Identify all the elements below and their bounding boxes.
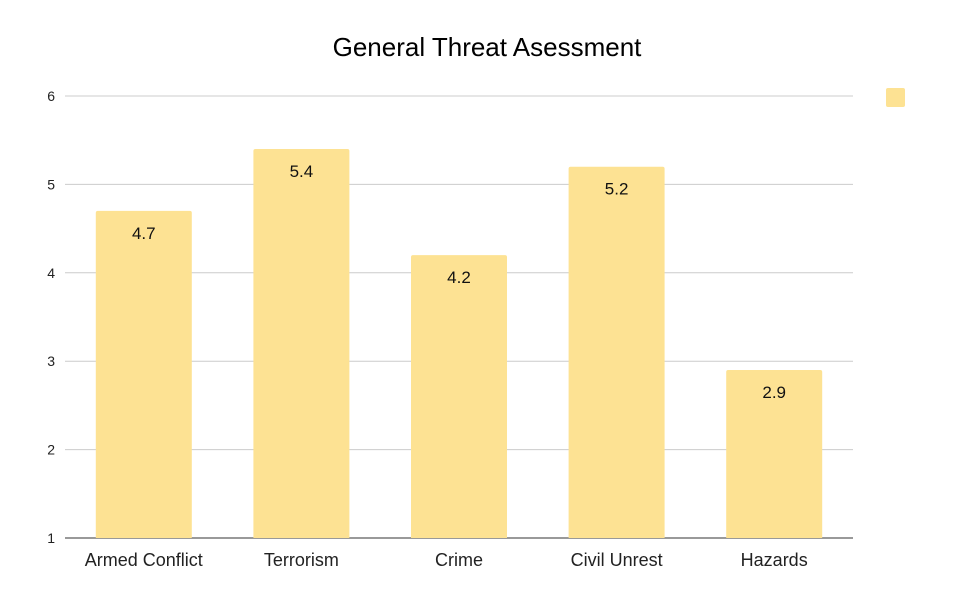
data-label: 4.2 [447,268,471,287]
chart-title: General Threat Asessment [333,32,643,62]
y-tick-label: 3 [47,353,55,369]
bar [411,255,507,538]
y-tick-label: 4 [47,265,55,281]
bar [726,370,823,538]
legend-swatch [886,88,905,107]
y-tick-label: 6 [47,88,55,104]
y-tick-label: 5 [47,176,55,192]
bar [568,166,665,538]
y-tick-label: 1 [47,530,55,546]
bar [253,149,350,539]
data-label: 5.2 [605,180,629,199]
x-category-label: Armed Conflict [85,550,203,570]
y-axis-ticks: 1 2 3 4 5 6 [47,88,55,546]
bars [95,149,823,539]
data-label: 2.9 [762,383,786,402]
x-category-label: Civil Unrest [571,550,663,570]
x-category-label: Terrorism [264,550,339,570]
x-category-label: Crime [435,550,483,570]
bar [95,210,192,539]
x-axis-labels: Armed Conflict Terrorism Crime Civil Unrest… [85,550,808,570]
y-tick-label: 2 [47,442,55,458]
data-labels: 4.7 5.4 4.2 5.2 2.9 [132,162,786,402]
data-label: 5.4 [290,162,314,181]
x-category-label: Hazards [741,550,808,570]
data-label: 4.7 [132,224,156,243]
